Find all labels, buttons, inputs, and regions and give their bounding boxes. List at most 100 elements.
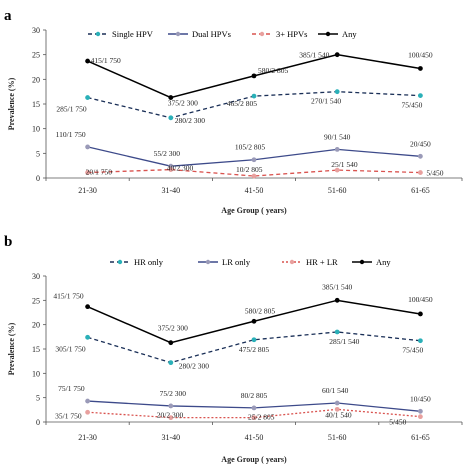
legend-label: Dual HPVs — [192, 29, 231, 39]
x-tick-label: 31-40 — [161, 186, 180, 195]
y-tick-label: 25 — [32, 51, 40, 60]
data-label: 110/1 750 — [56, 130, 86, 139]
legend-item: Single HPV — [88, 29, 154, 39]
data-point — [251, 415, 257, 421]
data-label: 280/2 300 — [175, 116, 205, 125]
legend-label: HR only — [134, 257, 164, 267]
data-label: 385/1 540 — [299, 51, 329, 60]
data-point — [251, 173, 257, 179]
y-tick-label: 5 — [36, 394, 40, 403]
data-label: 75/1 750 — [58, 384, 85, 393]
data-label: 100/450 — [408, 50, 433, 59]
y-axis-title: Prevalence (%) — [7, 77, 16, 130]
data-label: 25/1 540 — [331, 160, 358, 169]
series-2: 20/1 750 40/2 300 10/2 805 25/1 540 5/450 — [85, 160, 444, 179]
data-point — [334, 329, 340, 335]
data-label: 5/450 — [426, 169, 443, 178]
data-label: 55/2 300 — [154, 149, 181, 158]
data-label: 415/1 750 — [91, 56, 121, 65]
data-label: 60/1 540 — [322, 386, 349, 395]
data-point — [168, 163, 174, 169]
data-label: 475/2 805 — [239, 345, 269, 354]
legend-marker — [259, 31, 265, 37]
data-label: 90/1 540 — [324, 132, 351, 141]
series-1: 75/1 750 75/2 300 80/2 805 60/1 540 10/450 — [58, 384, 431, 414]
legend-marker — [359, 259, 365, 265]
data-label: 20/1 750 — [86, 168, 113, 177]
data-label: 40/1 540 — [325, 410, 352, 419]
data-label: 415/1 750 — [53, 292, 83, 301]
legend-marker — [117, 259, 123, 265]
panel-letter: a — [4, 8, 12, 24]
legend-label: 3+ HPVs — [276, 29, 307, 39]
legend-item: HR only — [110, 257, 164, 267]
data-label: 100/450 — [408, 295, 433, 304]
y-tick-label: 20 — [32, 75, 40, 84]
data-point — [85, 170, 90, 175]
legend-item: HR + LR — [282, 257, 338, 267]
data-point — [334, 406, 340, 412]
data-label: 375/2 300 — [158, 324, 188, 333]
data-label: 280/2 300 — [179, 362, 209, 371]
data-point — [251, 405, 257, 411]
legend-marker — [325, 31, 331, 37]
data-point — [418, 66, 423, 71]
chart-panel-a: a 0 5 10 15 20 25 30 21-30 31-40 41-50 51-60 61-65 Ag… — [4, 8, 463, 215]
x-axis-title: Age Group ( years) — [221, 455, 287, 464]
data-point — [251, 157, 257, 163]
data-label: 465/2 805 — [227, 99, 257, 108]
data-point — [334, 146, 340, 152]
data-label: 270/1 540 — [311, 97, 341, 106]
legend-item: Any — [318, 29, 357, 39]
y-tick-label: 15 — [32, 100, 40, 109]
legend-label: Any — [376, 257, 391, 267]
data-point — [251, 73, 257, 79]
series-0: 285/1 750 280/2 300 465/2 805 270/1 540 75/4… — [56, 89, 423, 125]
y-tick-label: 5 — [36, 149, 40, 158]
legend-marker — [205, 259, 211, 265]
x-tick-label: 51-60 — [328, 433, 347, 442]
data-point — [418, 93, 423, 99]
data-point — [168, 115, 174, 121]
series-3: 415/1 750 375/2 300 580/2 805 385/1 540 100/… — [53, 282, 433, 346]
data-point — [168, 415, 174, 421]
data-point — [85, 58, 90, 64]
y-tick-label: 25 — [32, 296, 40, 305]
data-label: 10/450 — [410, 394, 431, 403]
data-label: 25/2 805 — [248, 413, 275, 422]
legend-marker — [289, 259, 295, 265]
x-tick-label: 41-50 — [245, 433, 264, 442]
legend-item: Any — [352, 257, 391, 267]
data-label: 285/1 540 — [329, 337, 359, 346]
x-tick-label: 31-40 — [161, 433, 180, 442]
x-tick-label: 41-50 — [245, 186, 264, 195]
data-point — [168, 167, 174, 173]
data-point — [251, 337, 257, 343]
data-point — [418, 414, 423, 420]
series-3: 415/1 750 375/2 300 580/2 805 385/1 540 100/… — [85, 50, 433, 108]
y-axis-title: Prevalence (%) — [7, 322, 16, 375]
data-point — [418, 338, 423, 344]
data-label: 40/2 300 — [167, 164, 194, 173]
chart-panel-b: b 0 5 10 15 20 25 30 21-30 31-40 41-50 51-60 61-65 Ag… — [4, 234, 463, 464]
panel-letter: b — [4, 234, 12, 250]
data-point — [85, 95, 90, 100]
data-point — [334, 89, 340, 95]
y-tick-label: 10 — [32, 125, 40, 134]
data-point — [418, 311, 423, 317]
data-label: 75/2 300 — [160, 389, 187, 398]
legend-label: Single HPV — [112, 29, 154, 39]
x-tick-label: 21-30 — [78, 433, 97, 442]
y-tick-label: 0 — [36, 174, 40, 183]
data-label: 305/1 750 — [55, 344, 85, 353]
data-label: 20/2 300 — [157, 411, 184, 420]
data-label: 35/1 750 — [55, 411, 82, 420]
y-tick-label: 30 — [32, 26, 40, 35]
data-point — [418, 170, 423, 175]
y-tick-label: 20 — [32, 321, 40, 330]
legend-item: Dual HPVs — [168, 29, 231, 39]
x-tick-label: 51-60 — [328, 186, 347, 195]
data-label: 105/2 805 — [235, 143, 265, 152]
data-point — [85, 398, 90, 404]
series-0: 305/1 750 280/2 300 475/2 805 285/1 540 75/4… — [55, 329, 423, 371]
